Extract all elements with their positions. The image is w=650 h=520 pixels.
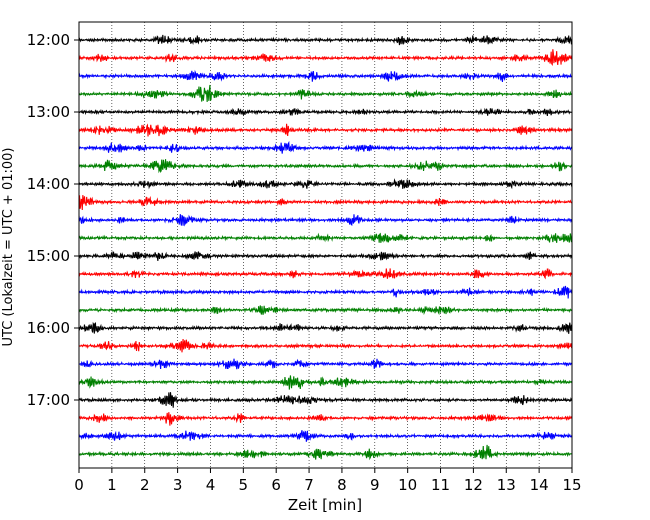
trace-1445 — [78, 232, 573, 243]
trace-1315 — [78, 123, 573, 137]
trace-1600 — [78, 321, 573, 334]
y-tick-label: 15:00 — [27, 247, 70, 265]
trace-1330 — [78, 140, 573, 154]
trace-1615 — [78, 339, 573, 353]
x-tick-label: 0 — [74, 476, 84, 494]
x-tick-label: 5 — [239, 476, 249, 494]
trace-1700 — [78, 392, 573, 408]
trace-1200 — [78, 34, 573, 46]
x-axis-label: Zeit [min] — [288, 496, 362, 514]
y-axis-ticks: 12:00 13:00 14:00 15:00 16:00 17:00 — [27, 31, 79, 409]
x-tick-label: 3 — [173, 476, 183, 494]
x-tick-label: 15 — [562, 476, 581, 494]
seismic-traces — [78, 34, 573, 461]
x-tick-label: 13 — [497, 476, 516, 494]
trace-1500 — [78, 250, 573, 261]
y-tick-label: 12:00 — [27, 31, 70, 49]
y-axis-label: UTC (Lokalzeit = UTC + 01:00) — [1, 148, 16, 347]
x-tick-label: 1 — [107, 476, 117, 494]
trace-1745 — [78, 444, 573, 461]
trace-1715 — [78, 412, 573, 426]
trace-1530 — [78, 285, 573, 299]
trace-1400 — [78, 178, 573, 190]
x-tick-label: 10 — [398, 476, 417, 494]
trace-1630 — [78, 358, 573, 370]
trace-1730 — [78, 430, 573, 442]
trace-1415 — [78, 194, 573, 211]
trace-1515 — [78, 268, 573, 280]
trace-1230 — [78, 69, 573, 82]
x-tick-label: 2 — [140, 476, 150, 494]
x-tick-label: 4 — [206, 476, 216, 494]
y-tick-label: 14:00 — [27, 175, 70, 193]
x-tick-label: 6 — [271, 476, 281, 494]
trace-1215 — [78, 49, 573, 67]
trace-1300 — [78, 107, 573, 117]
x-tick-label: 11 — [431, 476, 450, 494]
x-tick-label: 7 — [304, 476, 314, 494]
trace-1430 — [78, 214, 573, 227]
trace-1245 — [78, 84, 573, 102]
y-tick-label: 17:00 — [27, 391, 70, 409]
x-tick-label: 14 — [530, 476, 549, 494]
plot-frame — [78, 21, 573, 469]
y-tick-label: 16:00 — [27, 319, 70, 337]
trace-1645 — [78, 375, 573, 390]
x-tick-label: 12 — [464, 476, 483, 494]
trace-1345 — [78, 159, 573, 174]
x-axis-ticks: 0 1 2 3 4 5 6 7 8 9 10 11 12 13 14 15 — [74, 468, 582, 494]
x-tick-label: 9 — [370, 476, 380, 494]
y-tick-label: 13:00 — [27, 103, 70, 121]
trace-1545 — [78, 305, 573, 316]
x-tick-label: 8 — [337, 476, 347, 494]
